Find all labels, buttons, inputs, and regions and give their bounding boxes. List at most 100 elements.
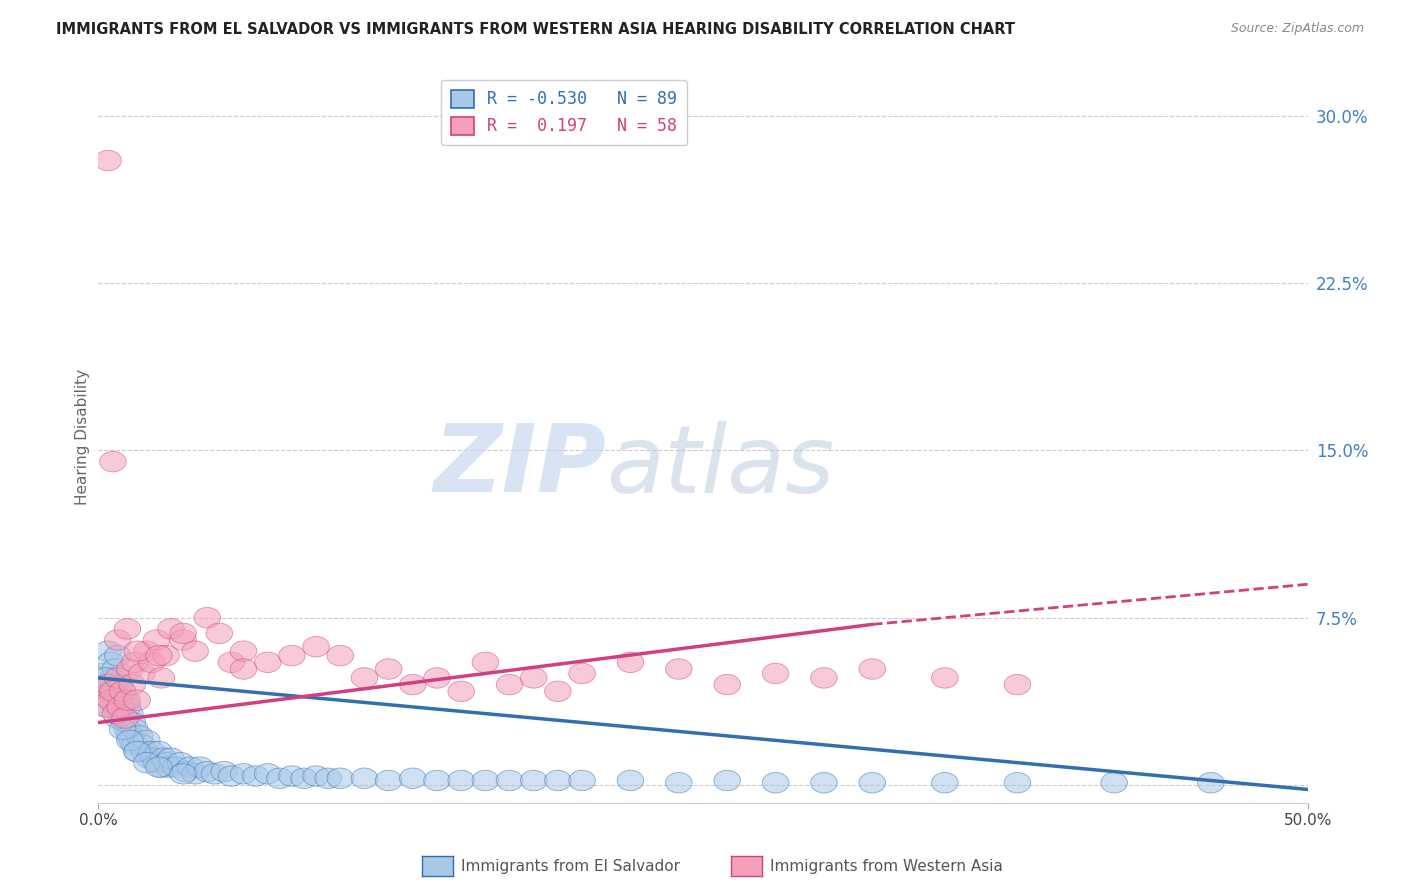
Ellipse shape xyxy=(131,741,157,762)
Ellipse shape xyxy=(143,630,170,650)
Text: Source: ZipAtlas.com: Source: ZipAtlas.com xyxy=(1230,22,1364,36)
Ellipse shape xyxy=(472,771,499,790)
Ellipse shape xyxy=(94,641,121,661)
Ellipse shape xyxy=(103,704,129,723)
Ellipse shape xyxy=(110,708,136,728)
Ellipse shape xyxy=(94,674,121,695)
Ellipse shape xyxy=(146,757,172,777)
Ellipse shape xyxy=(111,690,138,710)
Ellipse shape xyxy=(762,772,789,793)
Ellipse shape xyxy=(90,686,117,706)
Ellipse shape xyxy=(100,451,127,472)
Ellipse shape xyxy=(472,652,499,673)
Ellipse shape xyxy=(254,764,281,784)
Ellipse shape xyxy=(129,735,155,755)
Text: ZIP: ZIP xyxy=(433,420,606,512)
Ellipse shape xyxy=(569,664,595,683)
Ellipse shape xyxy=(859,659,886,679)
Ellipse shape xyxy=(665,772,692,793)
Ellipse shape xyxy=(103,659,129,679)
Ellipse shape xyxy=(100,668,127,688)
Ellipse shape xyxy=(110,681,136,701)
Ellipse shape xyxy=(124,741,150,762)
Ellipse shape xyxy=(187,757,214,777)
Ellipse shape xyxy=(157,748,184,768)
Ellipse shape xyxy=(93,674,120,695)
Ellipse shape xyxy=(181,764,208,784)
Text: Immigrants from El Salvador: Immigrants from El Salvador xyxy=(461,859,681,873)
Ellipse shape xyxy=(617,771,644,790)
Ellipse shape xyxy=(375,771,402,790)
Ellipse shape xyxy=(1004,674,1031,695)
Ellipse shape xyxy=(146,646,172,665)
Ellipse shape xyxy=(110,681,136,701)
Ellipse shape xyxy=(181,641,208,661)
Ellipse shape xyxy=(932,668,957,688)
Text: Immigrants from Western Asia: Immigrants from Western Asia xyxy=(770,859,1004,873)
Ellipse shape xyxy=(134,731,160,750)
Ellipse shape xyxy=(218,766,245,786)
Ellipse shape xyxy=(278,766,305,786)
Ellipse shape xyxy=(291,768,318,789)
Ellipse shape xyxy=(163,757,190,777)
Ellipse shape xyxy=(231,659,257,679)
Ellipse shape xyxy=(315,768,342,789)
Ellipse shape xyxy=(170,764,197,784)
Ellipse shape xyxy=(117,659,143,679)
Ellipse shape xyxy=(153,646,180,665)
Ellipse shape xyxy=(114,690,141,710)
Ellipse shape xyxy=(124,690,150,710)
Ellipse shape xyxy=(811,668,837,688)
Ellipse shape xyxy=(375,659,402,679)
Ellipse shape xyxy=(496,771,523,790)
Ellipse shape xyxy=(278,646,305,665)
Ellipse shape xyxy=(423,668,450,688)
Ellipse shape xyxy=(107,704,134,723)
Ellipse shape xyxy=(544,771,571,790)
Ellipse shape xyxy=(107,697,134,717)
Ellipse shape xyxy=(121,652,148,673)
Ellipse shape xyxy=(811,772,837,793)
Ellipse shape xyxy=(111,713,138,732)
Ellipse shape xyxy=(127,726,153,746)
Ellipse shape xyxy=(211,762,238,781)
Ellipse shape xyxy=(496,674,523,695)
Ellipse shape xyxy=(121,735,148,755)
Ellipse shape xyxy=(153,753,180,772)
Ellipse shape xyxy=(90,664,117,683)
Ellipse shape xyxy=(100,681,127,701)
Ellipse shape xyxy=(121,719,148,739)
Ellipse shape xyxy=(97,681,124,701)
Ellipse shape xyxy=(97,652,124,673)
Ellipse shape xyxy=(1198,772,1225,793)
Ellipse shape xyxy=(242,766,269,786)
Text: atlas: atlas xyxy=(606,421,835,512)
Ellipse shape xyxy=(124,741,150,762)
Ellipse shape xyxy=(148,668,174,688)
Ellipse shape xyxy=(93,668,120,688)
Ellipse shape xyxy=(569,771,595,790)
Ellipse shape xyxy=(762,664,789,683)
Ellipse shape xyxy=(177,757,204,777)
Ellipse shape xyxy=(302,766,329,786)
Ellipse shape xyxy=(194,607,221,628)
Ellipse shape xyxy=(267,768,292,789)
Ellipse shape xyxy=(120,674,146,695)
Ellipse shape xyxy=(399,674,426,695)
Ellipse shape xyxy=(328,646,353,665)
Ellipse shape xyxy=(231,641,257,661)
Ellipse shape xyxy=(1004,772,1031,793)
Ellipse shape xyxy=(714,674,741,695)
Ellipse shape xyxy=(714,771,741,790)
Ellipse shape xyxy=(114,697,141,717)
Ellipse shape xyxy=(103,697,129,717)
Ellipse shape xyxy=(150,748,177,768)
Ellipse shape xyxy=(201,764,228,784)
Ellipse shape xyxy=(138,652,165,673)
Ellipse shape xyxy=(143,753,170,772)
Text: IMMIGRANTS FROM EL SALVADOR VS IMMIGRANTS FROM WESTERN ASIA HEARING DISABILITY C: IMMIGRANTS FROM EL SALVADOR VS IMMIGRANT… xyxy=(56,22,1015,37)
Ellipse shape xyxy=(94,697,121,717)
Ellipse shape xyxy=(104,630,131,650)
Ellipse shape xyxy=(617,652,644,673)
Ellipse shape xyxy=(207,624,232,643)
